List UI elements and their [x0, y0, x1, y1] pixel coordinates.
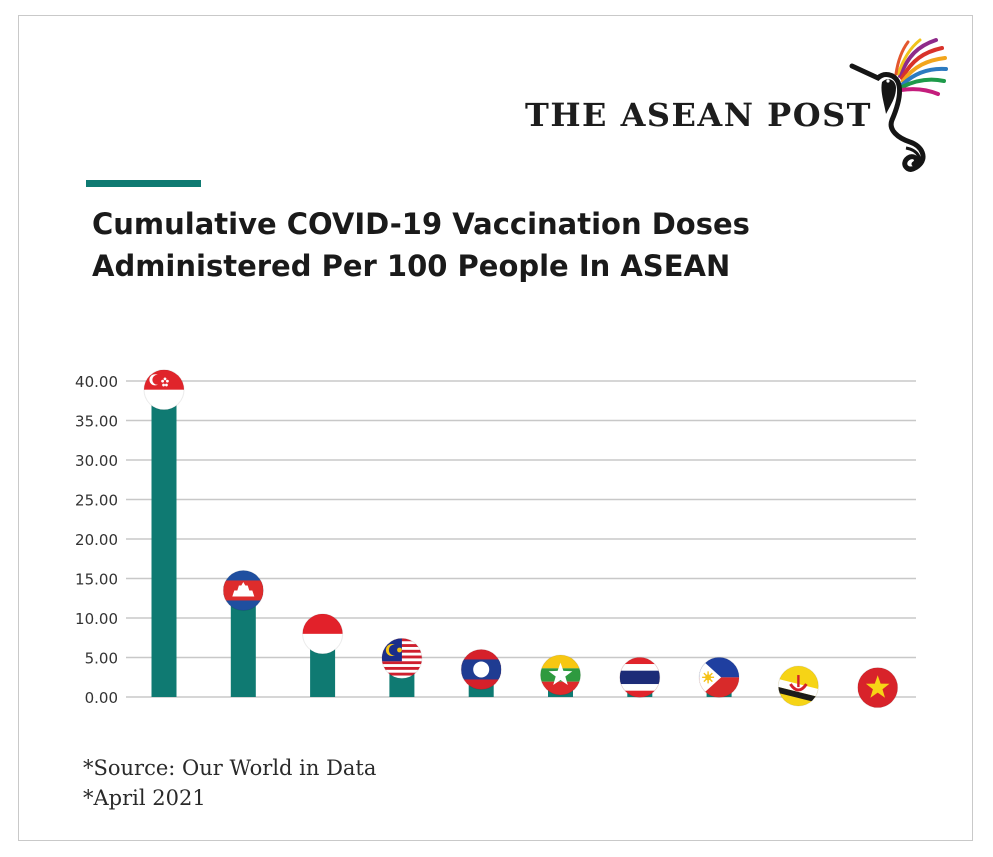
- y-tick-label: 25.00: [75, 492, 118, 510]
- title-accent-bar: [86, 180, 201, 187]
- malaysia-flag-icon: [381, 638, 422, 679]
- flag-outline: [302, 613, 344, 655]
- bar-singapore: [151, 396, 177, 697]
- y-tick-label: 35.00: [75, 413, 118, 431]
- indonesia-flag-icon: [302, 613, 343, 654]
- y-tick-label: 15.00: [75, 571, 118, 589]
- flag-outline: [777, 665, 819, 707]
- y-tick-label: 10.00: [75, 610, 118, 628]
- flag-outline: [143, 369, 185, 411]
- source-note: *Source: Our World in Data: [83, 756, 377, 780]
- flag-outline: [857, 667, 899, 709]
- vietnam-flag-icon: [857, 667, 898, 708]
- brand-logo-text: THE ASEAN POST: [525, 96, 872, 134]
- singapore-flag-icon: [144, 369, 184, 410]
- brunei-flag-icon: [778, 666, 819, 707]
- y-tick-label: 0.00: [85, 689, 118, 707]
- chart-title: Cumulative COVID-19 Vaccination Doses Ad…: [92, 203, 852, 287]
- infographic-frame: [18, 15, 973, 841]
- laos-flag-icon: [461, 649, 502, 690]
- chart-title-line-1: Cumulative COVID-19 Vaccination Doses: [92, 207, 750, 241]
- flag-outline: [381, 637, 423, 679]
- flag-outline: [540, 654, 581, 696]
- y-tick-label: 20.00: [75, 531, 118, 549]
- y-tick-label: 5.00: [85, 650, 118, 668]
- flag-outline: [460, 648, 502, 690]
- flag-outline: [698, 656, 740, 698]
- bar-cambodia: [230, 597, 256, 697]
- flag-outline: [222, 569, 264, 611]
- flag-outline: [619, 656, 661, 698]
- cambodia-flag-icon: [223, 570, 264, 611]
- hummingbird-logo-icon: [849, 38, 948, 172]
- y-tick-label: 30.00: [75, 452, 118, 470]
- myanmar-flag-icon: [540, 654, 581, 695]
- thailand-flag-icon: [619, 657, 660, 698]
- chart-title-line-2: Administered Per 100 People In ASEAN: [92, 249, 731, 283]
- philippines-flag-icon: [699, 657, 740, 698]
- y-tick-label: 40.00: [75, 373, 118, 391]
- footnotes: *Source: Our World in Data *April 2021: [83, 753, 376, 813]
- date-note: *April 2021: [83, 786, 206, 810]
